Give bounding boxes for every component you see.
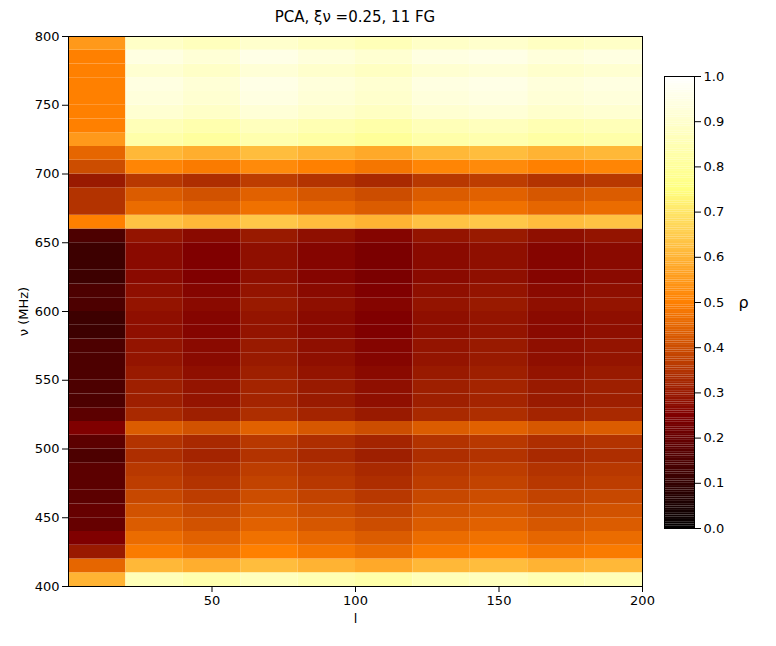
svg-text:0.8: 0.8 [704,159,725,174]
svg-text:400: 400 [35,579,60,594]
svg-text:50: 50 [204,593,221,608]
svg-text:0.4: 0.4 [704,340,725,355]
svg-text:750: 750 [35,97,60,112]
svg-text:600: 600 [35,304,60,319]
svg-text:ρ: ρ [739,293,749,312]
svg-text:0.2: 0.2 [704,430,725,445]
svg-text:0.7: 0.7 [704,204,725,219]
svg-text:0.9: 0.9 [704,114,725,129]
svg-text:100: 100 [343,593,368,608]
svg-text:l: l [354,611,358,626]
svg-text:0.6: 0.6 [704,249,725,264]
svg-text:200: 200 [630,593,655,608]
svg-text:650: 650 [35,235,60,250]
svg-text:ν (MHz): ν (MHz) [16,287,31,336]
svg-text:0.1: 0.1 [704,475,725,490]
svg-text:1.0: 1.0 [704,69,725,84]
svg-text:800: 800 [35,29,60,44]
svg-text:450: 450 [35,510,60,525]
svg-text:700: 700 [35,166,60,181]
svg-text:500: 500 [35,441,60,456]
svg-text:550: 550 [35,372,60,387]
svg-text:0.0: 0.0 [704,521,725,536]
html-text:PCA, ξν =0.25, 11 FG: PCA, ξν =0.25, 11 FG [274,8,436,26]
svg-text:150: 150 [487,593,512,608]
svg-text:0.3: 0.3 [704,385,725,400]
svg-text:0.5: 0.5 [704,295,725,310]
